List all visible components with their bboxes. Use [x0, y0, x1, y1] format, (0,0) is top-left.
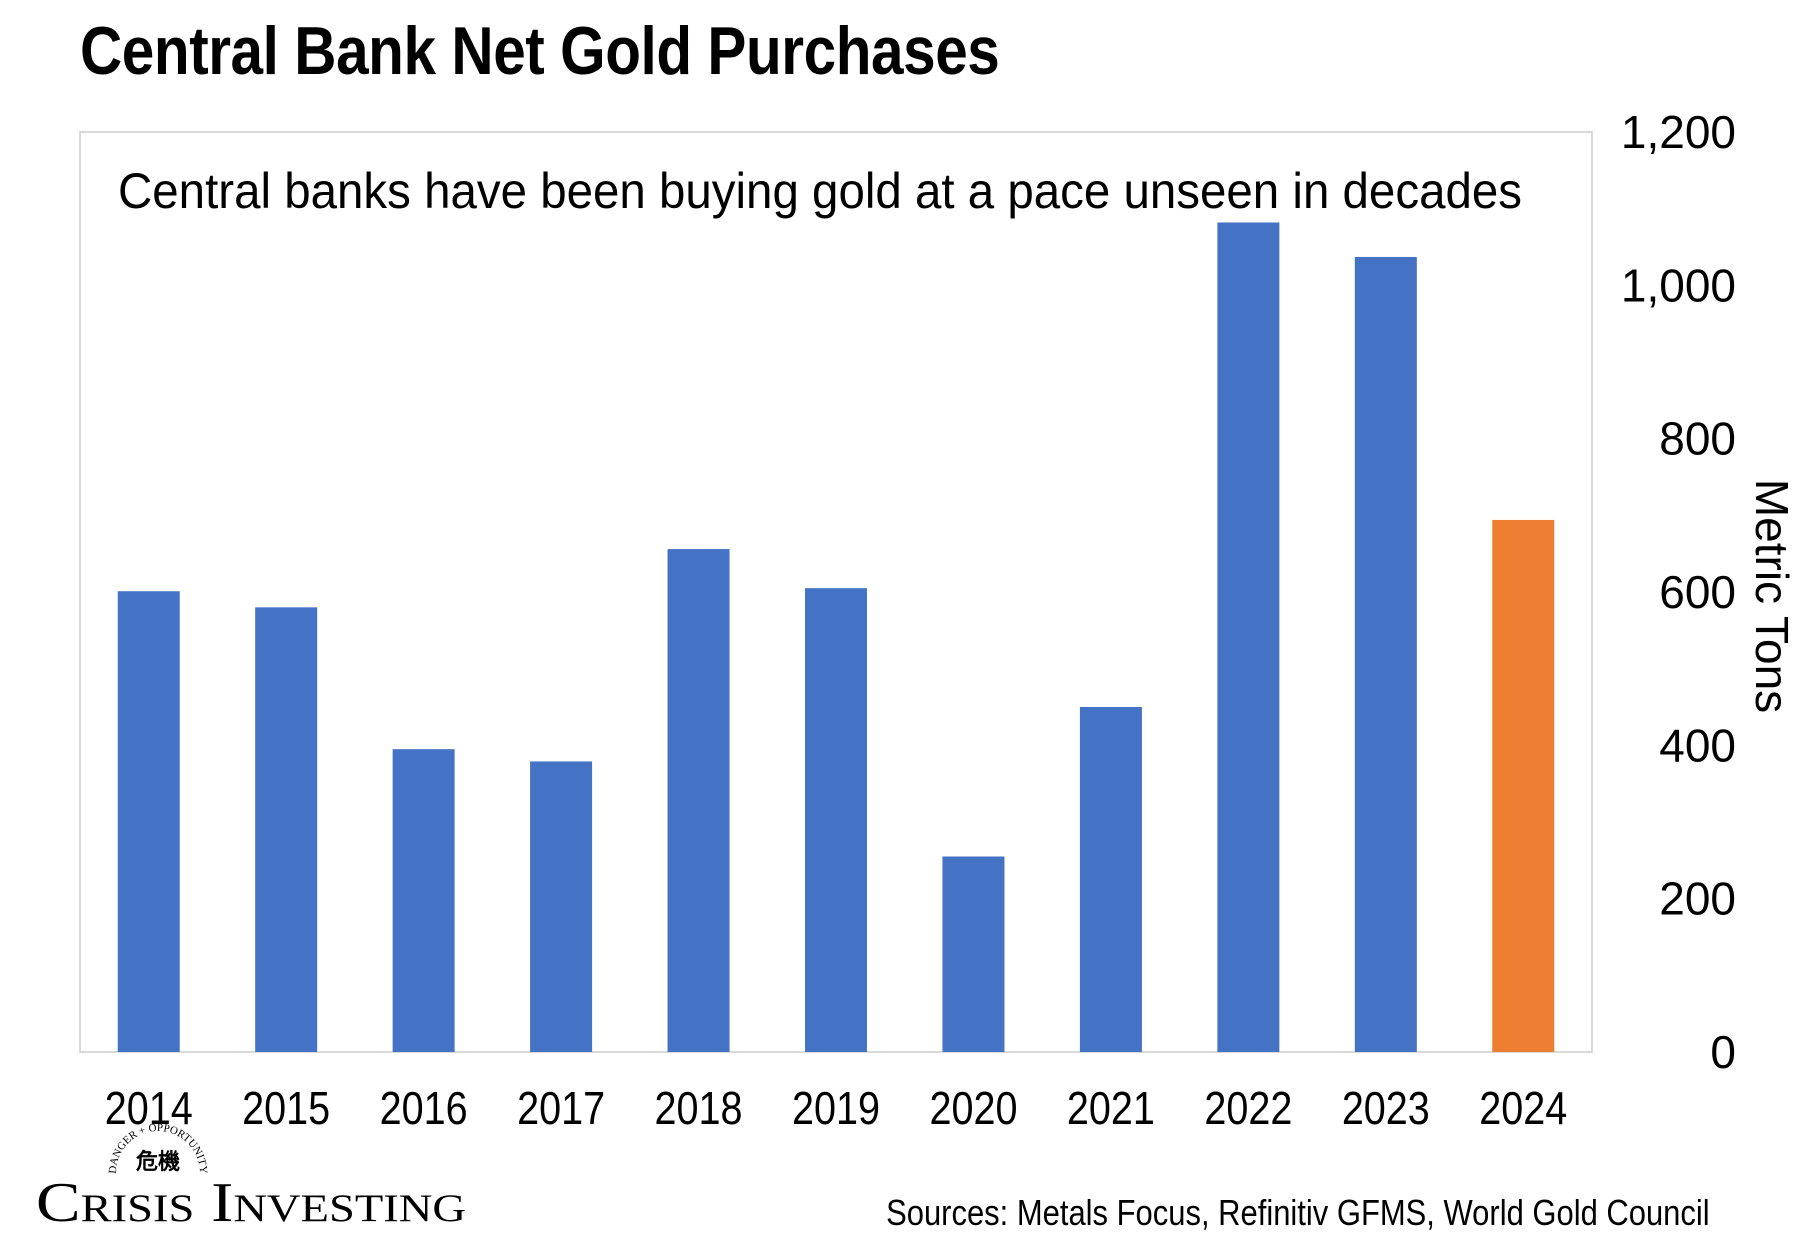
bar-2021: [1079, 707, 1142, 1052]
crisis-investing-logo: DANGER + OPPORTUNITY 危機 Crisis Investing: [30, 1121, 470, 1236]
bar-2015: [255, 607, 318, 1052]
y-axis-label: Metric Tons: [1746, 479, 1798, 713]
bar-2024: [1492, 519, 1555, 1052]
x-tick-label: 2024: [1479, 1082, 1567, 1134]
bar-2019: [805, 588, 867, 1052]
bar-2022: [1217, 222, 1280, 1052]
bar-2016: [392, 749, 455, 1052]
y-tick-label: 1,200: [1621, 106, 1736, 158]
chart-title: Central Bank Net Gold Purchases: [80, 13, 1000, 89]
x-tick-label: 2019: [792, 1082, 880, 1134]
bar-2014: [117, 591, 180, 1052]
chart-subtitle: Central banks have been buying gold at a…: [118, 163, 1522, 219]
y-tick-label: 800: [1659, 413, 1736, 465]
y-axis-ticks: 0 200 400 600 800 1,000 1,200: [1621, 106, 1736, 1078]
logo-glyphs: 危機: [136, 1149, 180, 1175]
x-tick-label: 2017: [517, 1082, 605, 1134]
x-tick-label: 2020: [929, 1082, 1017, 1134]
y-tick-label: 600: [1659, 566, 1736, 618]
x-tick-label: 2016: [380, 1082, 468, 1134]
x-tick-label: 2018: [655, 1082, 743, 1134]
source-note: Sources: Metals Focus, Refinitiv GFMS, W…: [886, 1192, 1710, 1233]
bar-2023: [1354, 256, 1417, 1052]
x-tick-label: 2023: [1342, 1082, 1430, 1134]
logo-wordmark: Crisis Investing: [36, 1172, 466, 1231]
y-tick-label: 400: [1659, 719, 1736, 771]
y-tick-label: 1,000: [1621, 259, 1736, 311]
logo-mark: DANGER + OPPORTUNITY 危機 Crisis Investing: [36, 1122, 466, 1234]
bars-group: [117, 222, 1555, 1052]
y-tick-label: 200: [1659, 873, 1736, 925]
x-tick-label: 2015: [242, 1082, 330, 1134]
x-axis-ticks: 2014 2015 2016 2017 2018 2019 2020 2021 2022 2023…: [105, 1082, 1568, 1134]
y-tick-label: 0: [1710, 1026, 1736, 1078]
x-tick-label: 2022: [1204, 1082, 1292, 1134]
bar-2020: [942, 856, 1005, 1052]
bar-2017: [530, 761, 593, 1052]
x-tick-label: 2021: [1067, 1082, 1155, 1134]
x-tick-label: 2014: [105, 1082, 193, 1134]
bar-2018: [667, 549, 730, 1052]
logo-wordmark-text: Crisis Investing: [36, 1172, 466, 1231]
